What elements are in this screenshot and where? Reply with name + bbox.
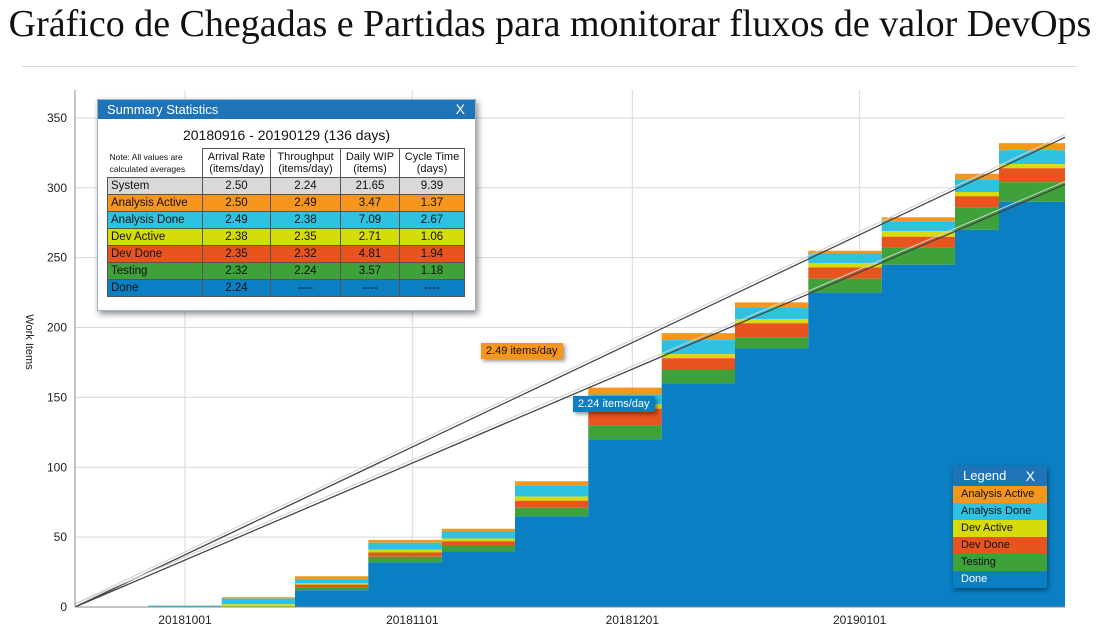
column-header-cycle-time: Cycle Time (days) bbox=[399, 148, 465, 178]
summary-note: Note: All values are calculated averages bbox=[109, 151, 186, 174]
cell-arrival: 2.50 bbox=[202, 177, 271, 195]
trend-line-shadow bbox=[74, 133, 1066, 605]
row-label: Dev Done bbox=[107, 245, 203, 263]
cell-wip: 2.71 bbox=[340, 228, 400, 246]
legend-item-dev-done[interactable]: Dev Done bbox=[953, 537, 1047, 554]
cell-arrival: 2.35 bbox=[202, 245, 271, 263]
y-tick-label: 100 bbox=[47, 460, 67, 474]
row-label: Analysis Done bbox=[107, 211, 203, 229]
column-header-arrival-rate: Arrival Rate (items/day) bbox=[202, 148, 271, 178]
summary-title: Summary Statistics bbox=[107, 102, 219, 117]
summary-statistics-panel[interactable]: Summary Statistics X 20180916 - 20190129… bbox=[97, 99, 476, 311]
x-tick-label: 20181001 bbox=[158, 613, 212, 627]
y-tick-label: 50 bbox=[54, 530, 68, 544]
cell-wip: 7.09 bbox=[340, 211, 400, 229]
cell-throughput: 2.49 bbox=[270, 194, 341, 212]
y-tick-label: 0 bbox=[60, 600, 67, 614]
area-series-done bbox=[75, 180, 1065, 608]
summary-row-analysis-active: Analysis Active 2.50 2.49 3.47 1.37 bbox=[107, 194, 465, 212]
summary-row-testing: Testing 2.32 2.24 3.57 1.18 bbox=[107, 262, 465, 280]
legend-item-analysis-active[interactable]: Analysis Active bbox=[953, 486, 1047, 503]
trend-line-shadow bbox=[74, 180, 1066, 605]
y-tick-label: 150 bbox=[47, 390, 67, 404]
y-axis-label: Work Items bbox=[23, 314, 35, 370]
trend-line-arrival bbox=[74, 136, 1066, 608]
summary-close-button[interactable]: X bbox=[455, 101, 465, 117]
row-label: System bbox=[107, 177, 203, 195]
area-series-dev-done bbox=[75, 168, 1065, 607]
cell-cycle: 1.18 bbox=[399, 262, 465, 280]
title-divider bbox=[22, 66, 1077, 67]
legend-item-analysis-done[interactable]: Analysis Done bbox=[953, 503, 1047, 520]
cell-arrival: 2.49 bbox=[202, 211, 271, 229]
cell-throughput: 2.24 bbox=[270, 262, 341, 280]
summary-row-done: Done 2.24 ---- ---- ---- bbox=[107, 279, 465, 297]
summary-row-dev-active: Dev Active 2.38 2.35 2.71 1.06 bbox=[107, 228, 465, 246]
cell-cycle: ---- bbox=[399, 279, 465, 297]
x-tick-label: 20181101 bbox=[386, 613, 439, 627]
cell-wip: 21.65 bbox=[340, 177, 400, 195]
legend-panel[interactable]: Legend X Analysis Active Analysis Done Dev… bbox=[953, 466, 1047, 588]
legend-title: Legend bbox=[963, 468, 1007, 483]
cell-arrival: 2.32 bbox=[202, 262, 271, 280]
cell-throughput: 2.38 bbox=[270, 211, 341, 229]
row-label: Dev Active bbox=[107, 228, 203, 246]
row-label: Testing bbox=[107, 262, 203, 280]
cell-throughput: 2.35 bbox=[270, 228, 341, 246]
page-title: Gráfico de Chegadas e Partidas para moni… bbox=[8, 3, 1092, 45]
column-header-throughput: Throughput (items/day) bbox=[270, 148, 341, 178]
cell-arrival: 2.24 bbox=[202, 279, 271, 297]
legend-item-dev-active[interactable]: Dev Active bbox=[953, 520, 1047, 537]
y-tick-label: 200 bbox=[47, 321, 67, 335]
summary-table: Note: All values are calculated averages… bbox=[107, 148, 465, 297]
cell-wip: 4.81 bbox=[340, 245, 400, 263]
area-series-analysis-done bbox=[75, 134, 1065, 607]
summary-row-system: System 2.50 2.24 21.65 9.39 bbox=[107, 177, 465, 195]
throughput-rate-label: 2.24 items/day bbox=[573, 396, 655, 412]
cell-cycle: 1.37 bbox=[399, 194, 465, 212]
area-series-analysis-active bbox=[75, 130, 1065, 607]
cell-throughput: ---- bbox=[270, 279, 341, 297]
cell-arrival: 2.50 bbox=[202, 194, 271, 212]
legend-item-testing[interactable]: Testing bbox=[953, 554, 1047, 571]
y-tick-label: 350 bbox=[47, 111, 67, 125]
legend-header: Legend X bbox=[953, 466, 1047, 486]
x-tick-label: 20190101 bbox=[833, 613, 887, 627]
cell-arrival: 2.38 bbox=[202, 228, 271, 246]
cell-wip: 3.47 bbox=[340, 194, 400, 212]
summary-row-analysis-done: Analysis Done 2.49 2.38 7.09 2.67 bbox=[107, 211, 465, 229]
y-tick-label: 250 bbox=[47, 251, 67, 265]
trend-line-throughput bbox=[74, 183, 1066, 608]
cell-throughput: 2.32 bbox=[270, 245, 341, 263]
y-tick-label: 300 bbox=[47, 181, 67, 195]
cell-cycle: 1.94 bbox=[399, 245, 465, 263]
cell-wip: ---- bbox=[340, 279, 400, 297]
cell-wip: 3.57 bbox=[340, 262, 400, 280]
cell-cycle: 9.39 bbox=[399, 177, 465, 195]
arrival-rate-label: 2.49 items/day bbox=[481, 343, 563, 359]
x-tick-label: 20181201 bbox=[606, 613, 660, 627]
row-label: Done bbox=[107, 279, 203, 297]
legend-close-button[interactable]: X bbox=[1025, 468, 1035, 484]
cell-cycle: 2.67 bbox=[399, 211, 465, 229]
summary-period: 20180916 - 20190129 (136 days) bbox=[182, 127, 391, 143]
row-label: Analysis Active bbox=[107, 194, 203, 212]
summary-row-dev-done: Dev Done 2.35 2.32 4.81 1.94 bbox=[107, 245, 465, 263]
area-series-testing bbox=[75, 173, 1065, 608]
legend-item-done[interactable]: Done bbox=[953, 571, 1047, 588]
column-header-daily-wip: Daily WIP (items) bbox=[340, 148, 400, 178]
summary-header: Summary Statistics X bbox=[98, 100, 475, 119]
cell-throughput: 2.24 bbox=[270, 177, 341, 195]
cell-cycle: 1.06 bbox=[399, 228, 465, 246]
